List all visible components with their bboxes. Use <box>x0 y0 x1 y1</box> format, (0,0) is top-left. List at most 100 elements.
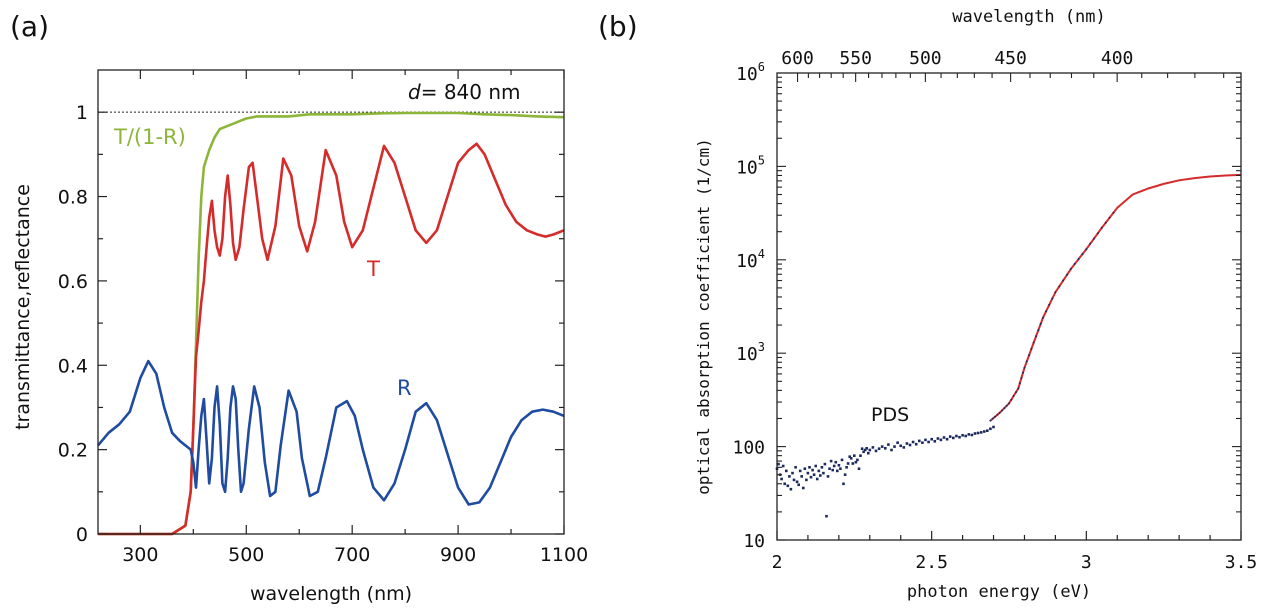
pds-point <box>989 427 992 431</box>
pds-point <box>967 433 971 436</box>
pds-point <box>880 445 884 448</box>
pds-point <box>921 441 924 444</box>
pds-point <box>851 462 855 465</box>
pds-point <box>936 437 940 440</box>
pds-point <box>914 442 918 446</box>
pds-point <box>826 475 830 478</box>
y-tick-base: 10 <box>736 157 758 178</box>
absorption-point <box>1020 377 1023 379</box>
absorption-point <box>1089 242 1092 245</box>
pds-point <box>785 469 788 473</box>
pds-point <box>896 441 899 444</box>
x-axis-label-a: wavelength (nm) <box>250 583 412 605</box>
absorption-point <box>1039 322 1042 325</box>
absorption-point <box>1023 366 1026 369</box>
y-tick-exponent: 6 <box>758 60 765 74</box>
pds-point <box>817 469 821 473</box>
y-tick-label-a: 0.6 <box>58 271 88 293</box>
y-tick-exponent: 5 <box>758 153 765 167</box>
pds-point <box>834 460 838 464</box>
pds-point <box>843 473 847 476</box>
pds-point <box>798 469 802 473</box>
absorption-point <box>1069 267 1072 270</box>
y-tick-base: 10 <box>736 64 758 85</box>
absorption-point <box>1015 391 1017 394</box>
pds-point <box>856 458 859 462</box>
absorption-point <box>1085 248 1088 251</box>
y-tick-label-b: 10 <box>743 531 765 552</box>
absorption-point <box>1012 394 1015 397</box>
pds-point <box>859 454 862 457</box>
pds-point <box>808 466 811 469</box>
pds-point <box>958 435 961 439</box>
x-tick-label-a: 900 <box>440 544 476 566</box>
pds-point <box>845 466 848 469</box>
pds-point <box>811 468 814 472</box>
pds-point <box>863 448 867 452</box>
series-label-2: R <box>397 376 412 400</box>
pds-point <box>853 454 856 457</box>
absorption-point <box>989 419 992 422</box>
pds-point <box>908 443 912 447</box>
thickness-annotation: d= 840 nm <box>408 80 521 104</box>
x-tick-label-a: 300 <box>122 544 158 566</box>
panel-a: (a) 300 500 700 900 1100 0 0.2 0.4 0.6 0.8 1 wavelen… <box>10 10 588 605</box>
absorption-point <box>994 415 997 418</box>
absorption-point <box>1093 237 1096 240</box>
pds-point <box>955 434 958 438</box>
absorption-point <box>1025 360 1028 363</box>
pds-point <box>865 447 868 450</box>
absorption-point <box>1077 258 1080 260</box>
pds-point <box>927 440 930 444</box>
absorption-point <box>1028 354 1031 357</box>
y-tick-label-a: 0 <box>76 524 88 546</box>
absorption-point <box>1051 297 1054 300</box>
pds-annotation: PDS <box>871 404 909 426</box>
pds-point <box>783 482 786 486</box>
thickness-value: = 840 nm <box>421 80 521 104</box>
absorption-point <box>991 417 994 420</box>
top-tick-label-b: 450 <box>994 48 1027 69</box>
pds-point <box>781 464 785 468</box>
x-tick-label-b: 3.5 <box>1225 552 1258 573</box>
y-tick-exponent: 4 <box>758 247 765 261</box>
pds-point <box>823 462 827 466</box>
pds-point <box>970 433 974 437</box>
x-tick-label-b: 2.5 <box>915 552 948 573</box>
pds-point <box>976 431 980 435</box>
absorption-point <box>1008 402 1010 405</box>
pds-point <box>849 457 853 460</box>
y-axis-label-b: optical absorption coefficient (1/cm) <box>694 138 713 494</box>
series-line-2 <box>97 359 565 506</box>
absorption-point <box>1062 279 1065 282</box>
pds-point <box>979 431 983 434</box>
absorption-point <box>1037 329 1040 332</box>
pds-point <box>862 450 865 454</box>
top-tick-label-b: 500 <box>909 48 942 69</box>
pds-point <box>828 467 831 470</box>
pds-point <box>792 478 796 482</box>
y-axis-label-a: transmittance,reflectance <box>12 184 34 430</box>
pds-point <box>857 467 861 470</box>
absorption-point <box>1010 398 1013 401</box>
pds-point <box>854 460 858 464</box>
absorption-point <box>996 413 999 416</box>
pds-point <box>964 434 967 438</box>
pds-point <box>780 477 783 481</box>
pds-point <box>789 487 793 491</box>
absorption-point <box>1005 404 1008 407</box>
absorption-point <box>1081 253 1084 256</box>
pds-point <box>797 483 800 487</box>
absorption-curve <box>989 173 1242 422</box>
pds-point <box>791 471 794 475</box>
pds-point <box>961 434 964 437</box>
pds-point <box>815 477 819 481</box>
pds-point <box>983 430 986 433</box>
pds-point <box>893 445 896 448</box>
y-tick-label-b: 103 <box>736 340 765 365</box>
pds-point <box>942 436 946 439</box>
absorption-point <box>1032 341 1035 344</box>
absorption-point <box>1066 273 1068 276</box>
pds-point <box>918 439 921 443</box>
pds-point <box>877 447 881 450</box>
